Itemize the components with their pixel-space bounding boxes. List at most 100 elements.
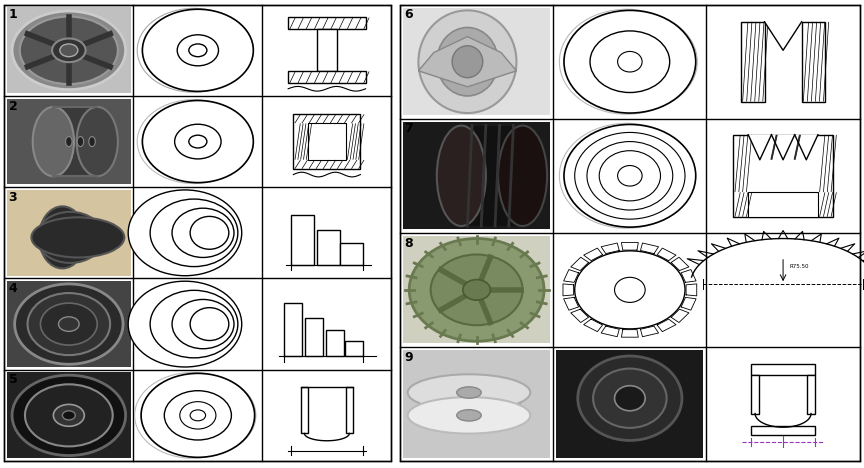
Ellipse shape (137, 8, 251, 92)
Bar (403, 8, 550, 115)
Ellipse shape (66, 137, 72, 146)
Ellipse shape (20, 16, 118, 84)
Bar (340, 243, 363, 265)
Bar (403, 122, 550, 229)
Ellipse shape (12, 375, 125, 455)
Bar (308, 124, 346, 160)
Ellipse shape (564, 124, 696, 227)
Ellipse shape (180, 402, 216, 429)
Ellipse shape (33, 107, 74, 176)
Ellipse shape (60, 44, 78, 57)
Ellipse shape (575, 132, 685, 219)
Polygon shape (748, 135, 772, 160)
Bar (289, 17, 365, 29)
Bar (418, 383, 519, 416)
Ellipse shape (137, 100, 251, 183)
Bar (7, 99, 130, 184)
Ellipse shape (148, 11, 253, 89)
Bar (316, 230, 340, 265)
Ellipse shape (614, 386, 645, 411)
Bar (556, 351, 703, 458)
Ellipse shape (189, 44, 206, 57)
Ellipse shape (189, 135, 206, 148)
Text: 3: 3 (9, 191, 17, 204)
Bar (7, 373, 130, 458)
Ellipse shape (135, 373, 251, 458)
Ellipse shape (41, 303, 98, 345)
Ellipse shape (143, 101, 253, 183)
Ellipse shape (143, 9, 253, 91)
Bar (741, 22, 765, 102)
Bar (289, 71, 365, 83)
Bar (291, 214, 314, 265)
Ellipse shape (190, 307, 229, 341)
Ellipse shape (463, 279, 491, 300)
Text: 1: 1 (9, 8, 17, 22)
Ellipse shape (15, 284, 123, 364)
Bar (305, 318, 323, 356)
Ellipse shape (430, 255, 523, 325)
Bar (7, 190, 130, 276)
Bar (345, 342, 363, 356)
Ellipse shape (457, 410, 481, 421)
Ellipse shape (28, 293, 110, 355)
Ellipse shape (62, 411, 75, 420)
Ellipse shape (437, 125, 486, 226)
Ellipse shape (559, 9, 694, 114)
Ellipse shape (148, 102, 253, 181)
Polygon shape (765, 22, 802, 50)
Ellipse shape (575, 251, 685, 329)
Ellipse shape (418, 10, 517, 113)
Ellipse shape (164, 391, 232, 440)
Text: 9: 9 (404, 351, 413, 364)
Text: 6: 6 (404, 8, 413, 22)
Ellipse shape (77, 137, 84, 146)
Ellipse shape (89, 137, 95, 146)
Bar (7, 281, 130, 367)
Bar (317, 29, 337, 71)
Ellipse shape (12, 11, 125, 89)
Ellipse shape (618, 166, 642, 186)
Ellipse shape (457, 387, 481, 398)
Ellipse shape (614, 278, 645, 302)
Polygon shape (772, 135, 795, 160)
Bar (807, 374, 816, 414)
Ellipse shape (578, 356, 682, 440)
Text: 2: 2 (9, 100, 17, 113)
Bar (802, 22, 825, 102)
Ellipse shape (150, 290, 238, 358)
Ellipse shape (559, 123, 694, 228)
Bar (461, 125, 523, 226)
Ellipse shape (172, 208, 234, 257)
Ellipse shape (618, 51, 642, 72)
Ellipse shape (587, 141, 673, 210)
Text: 5: 5 (9, 373, 17, 387)
Polygon shape (795, 135, 818, 160)
Bar (403, 351, 550, 458)
Bar (284, 303, 302, 356)
Bar (7, 7, 130, 93)
Ellipse shape (190, 410, 206, 421)
Ellipse shape (77, 107, 118, 176)
Text: R75.50: R75.50 (790, 264, 810, 269)
Ellipse shape (498, 125, 547, 226)
Bar (751, 374, 759, 414)
Ellipse shape (175, 124, 221, 159)
Ellipse shape (408, 397, 530, 433)
Bar (400, 5, 860, 461)
Ellipse shape (148, 375, 256, 455)
Ellipse shape (408, 374, 530, 411)
Bar (346, 387, 353, 433)
Ellipse shape (593, 369, 667, 428)
Ellipse shape (54, 404, 85, 426)
Ellipse shape (52, 38, 86, 62)
Ellipse shape (452, 46, 483, 78)
Ellipse shape (564, 10, 696, 113)
Ellipse shape (569, 12, 697, 112)
Ellipse shape (59, 317, 79, 331)
Bar (4, 5, 391, 461)
Ellipse shape (172, 300, 234, 349)
Text: 7: 7 (404, 123, 413, 136)
Bar (326, 330, 344, 356)
Polygon shape (418, 37, 517, 87)
